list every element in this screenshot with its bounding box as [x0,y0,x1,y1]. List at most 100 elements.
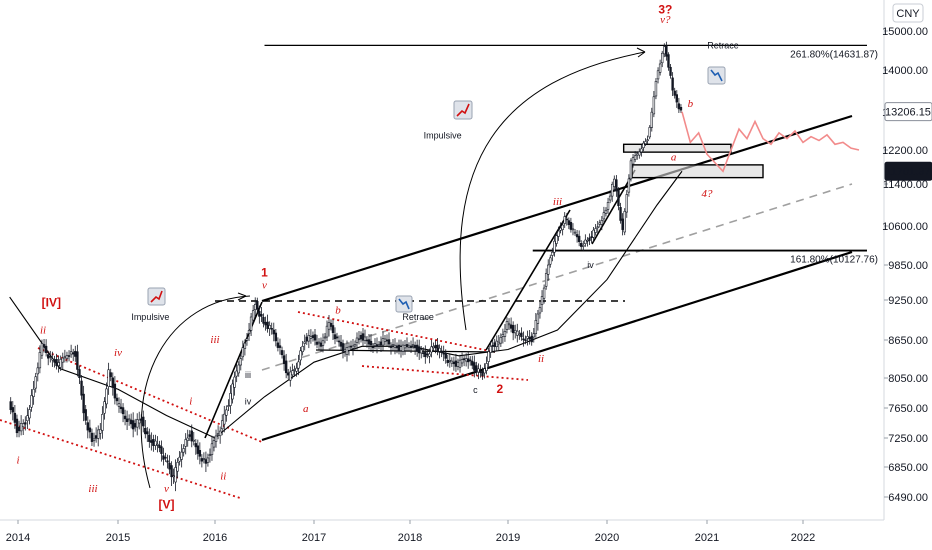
triangle-upper-line[interactable] [297,311,496,353]
wave-label: c [473,385,478,395]
candle-body [135,419,139,428]
candle-body [239,358,242,366]
candle-body [434,345,437,349]
candle-body [503,331,507,337]
y-tick-label: 7650.00 [888,403,928,415]
candle-body [329,323,333,327]
support-zone-2[interactable] [631,164,764,179]
y-tick-label: 12200.00 [882,145,928,157]
channel-midline[interactable] [261,183,853,371]
candle-body [432,346,435,349]
candle-body [452,361,456,365]
candle-body [178,456,181,462]
moving-average-line[interactable] [9,170,683,439]
candle-body [256,301,259,310]
channel-upper-line[interactable] [261,114,853,303]
candle-body [397,344,401,351]
candle-body [528,337,531,340]
candle-body [313,334,317,341]
y-tick-label: 15000.00 [882,26,928,38]
candle-body [522,338,525,341]
candle-body [559,227,562,231]
candle-body [40,343,44,356]
candle-body [458,359,462,368]
candle-body [127,418,131,421]
candle-body [260,314,263,317]
candle-body [413,345,417,349]
candle-body [389,345,393,348]
wave-label: 3? [658,2,672,16]
candle-body [208,454,212,456]
candle-body [315,341,319,345]
candle-body [575,234,579,238]
candle-body [38,352,42,369]
candle-body [162,455,165,460]
candle-body [485,363,488,371]
candle-body [652,96,656,115]
candle-body [475,365,478,373]
candle-body [602,212,606,220]
candle-body [339,341,343,347]
fib-levels: 261.80%(14631.87) 161.80%(10127.76) [264,44,878,266]
candle-body [577,235,581,243]
price-tag-box [884,102,932,122]
candle-body [549,257,552,265]
wave-label: [IV] [42,296,61,310]
candle-body [272,329,275,335]
wave-label: [V] [159,498,175,512]
candle-body [540,296,544,305]
candle-body [309,336,313,339]
price-tag-label: 11701.37 [885,166,930,178]
channel-lower-line[interactable] [261,250,853,442]
candle-body [119,406,123,410]
candle-body [30,395,33,408]
impulse-leg-1[interactable] [204,301,263,439]
y-tick-label: 6490.00 [888,492,928,504]
candle-body [13,412,17,423]
candle-body [367,339,371,345]
candle-body [233,376,236,388]
candle-body [588,237,591,241]
candle-body [598,222,601,225]
time-axis[interactable]: 2014 2015 2016 2017 2018 2019 2020 2021 2022 [0,519,884,544]
wedge-lower-line[interactable] [0,419,241,499]
projection-path[interactable] [681,111,860,173]
candle-body [109,372,112,378]
candle-body [557,230,560,237]
candle-body [82,393,85,414]
candle-body [78,369,81,378]
candle-body [511,325,515,334]
x-tick-label: 2021 [695,532,719,544]
wedge-upper-line[interactable] [37,347,263,443]
candle-body [590,236,593,238]
wave-label: 4? [702,188,714,200]
candle-body [65,355,69,359]
candle-body [436,344,439,352]
candle-body [241,347,245,358]
candle-body [301,346,304,353]
wave-label: iv [114,347,122,359]
wave-label: ii [40,324,46,336]
candle-body [582,244,585,247]
candle-body [59,359,62,368]
candle-body [648,127,651,138]
candle-body [133,423,137,428]
x-tick-label: 2014 [6,532,30,544]
candle-body [168,462,171,470]
currency-button[interactable]: CNY [892,3,924,23]
candle-body [608,195,612,201]
candle-body [262,317,265,324]
candle-body [409,345,413,348]
candle-body [206,457,210,463]
candle-body [249,316,253,331]
candle-body [650,111,653,128]
support-zone-1[interactable] [622,143,732,153]
impulse-leg-3[interactable] [485,209,571,351]
moving-average-layer [9,170,683,439]
candle-body [103,401,106,414]
candle-body [661,52,664,64]
candle-body [129,419,133,425]
candle-body [561,224,564,230]
candle-body [105,388,108,405]
